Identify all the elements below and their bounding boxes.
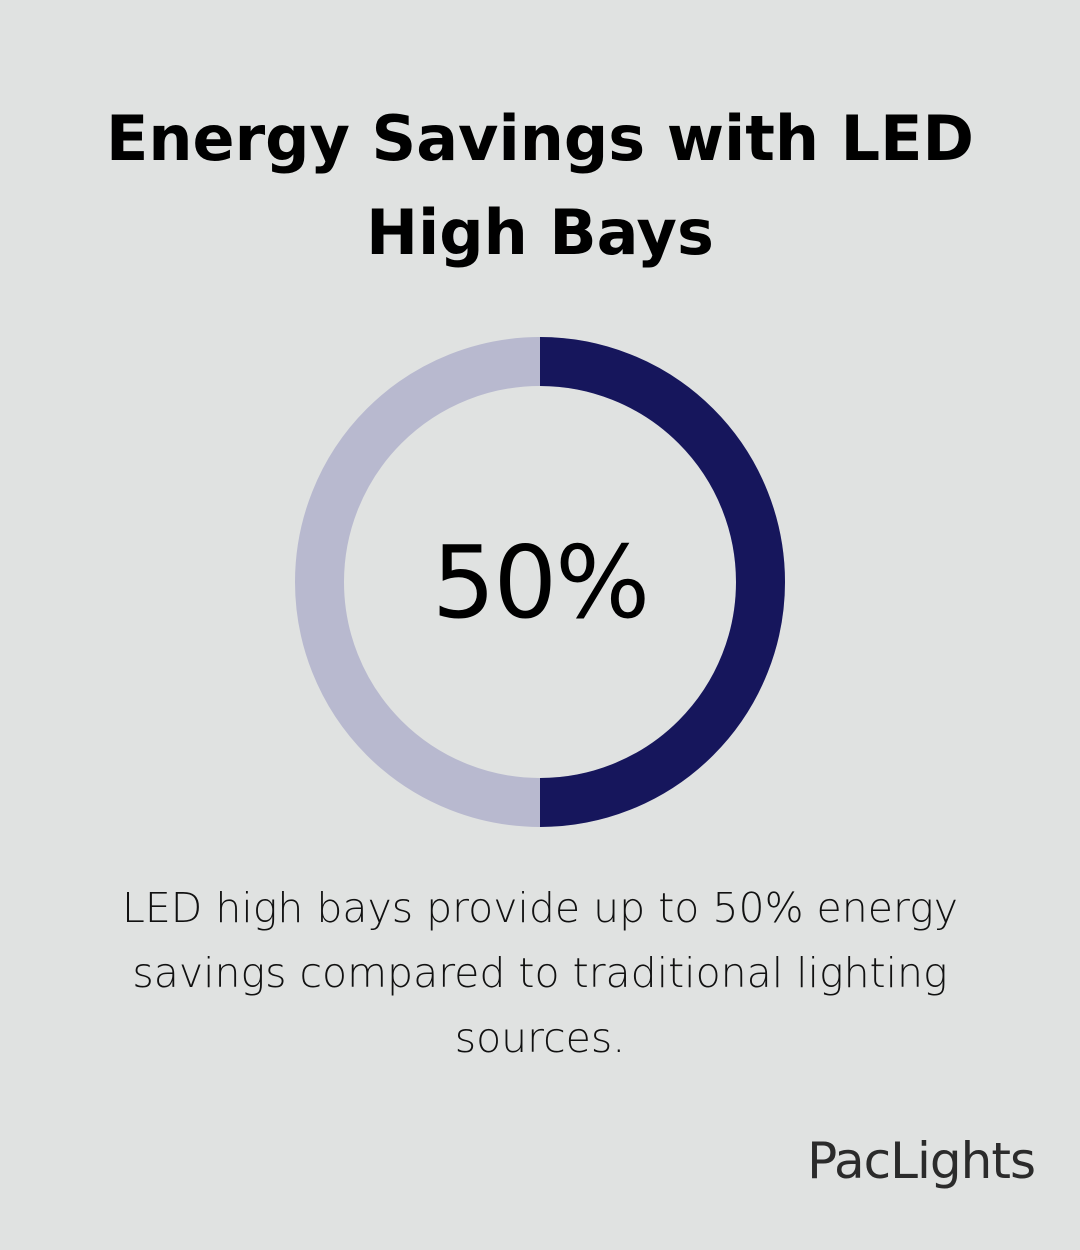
caption-text: LED high bays provide up to 50% energy s… <box>122 884 958 1062</box>
donut-value-arc <box>539 337 785 827</box>
donut-center-value: 50% <box>431 523 650 641</box>
donut-chart: 50% <box>295 337 785 827</box>
donut-svg <box>295 337 785 827</box>
brand-logo: PacLights <box>807 1132 1036 1190</box>
page-title: Energy Savings with LED High Bays <box>106 102 974 269</box>
